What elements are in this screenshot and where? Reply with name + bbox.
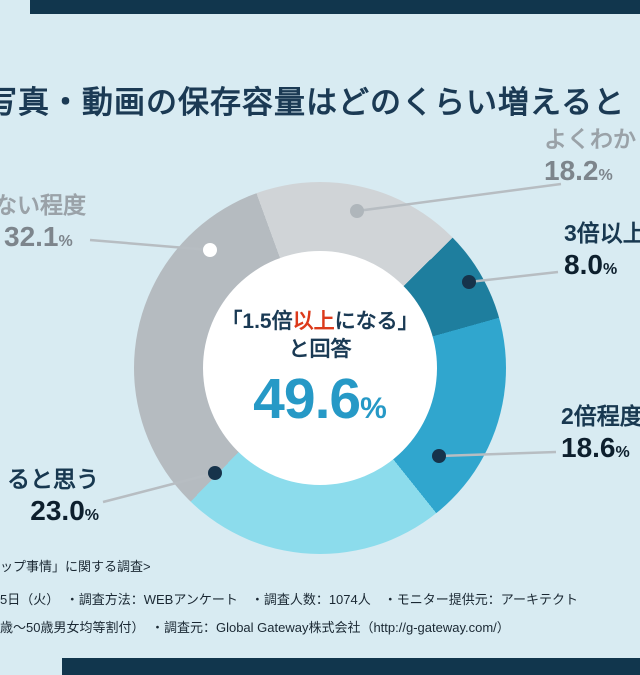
segment-value: 32.1% [4,221,86,253]
segment-value-number: 8.0 [564,249,603,281]
bottom-accent-bar [62,658,640,675]
segment-label-yokuwaka: よくわか 18.2% [544,126,636,188]
donut-chart: 「1.5倍以上になる」 と回答 49.6% [134,182,506,554]
segment-value-unit: % [84,507,99,525]
segment-value-number: 32.1 [4,221,59,253]
segment-value: 8.0% [564,249,640,281]
top-accent-bar [30,0,640,14]
segment-value: 18.2% [544,155,636,187]
center-answer-post: になる」 [334,310,419,334]
donut-center: 「1.5倍以上になる」 と回答 49.6% [203,251,437,485]
center-percentage-unit: % [360,391,387,425]
segment-label-1-5x: ると思う 23.0% [0,466,99,528]
segment-value-unit: % [58,233,73,251]
center-percentage-value: 49.6 [253,366,361,431]
segment-label-text: 3倍以上 [564,220,640,246]
segment-label-nochange: ない程度 32.1% [0,192,86,254]
segment-value-unit: % [602,261,618,279]
center-percentage: 49.6% [253,370,387,428]
page-title: 写真・動画の保存容量はどのくらい増えると [0,84,626,120]
center-answer-line1: 「1.5倍以上になる」 [221,308,418,335]
segment-value-unit: % [598,167,613,185]
segment-label-text: よくわか [544,126,636,152]
segment-label-3x: 3倍以上 8.0% [564,220,640,282]
survey-footnote-line: 歳～50歳男女均等割付） ・調査元：Global Gateway株式会社（htt… [0,620,510,635]
segment-value-number: 18.2 [544,155,599,187]
segment-value: 18.6% [561,432,640,464]
center-answer-pre: 「1.5倍 [221,310,293,334]
segment-value: 23.0% [0,495,99,527]
center-answer-highlight: 以上 [292,310,335,334]
survey-footnote-line: 5日（火） ・調査方法：WEBアンケート ・調査人数：1074人 ・モニター提供… [0,592,578,607]
segment-value-number: 18.6 [561,432,616,464]
segment-label-text: ない程度 [0,192,86,218]
survey-footnote-line: ップ事情」に関する調査> [0,559,151,574]
segment-label-2x: 2倍程度 18.6% [561,403,640,465]
segment-label-text: 2倍程度 [561,403,640,429]
segment-value-number: 23.0 [30,495,85,527]
center-answer-line2: と回答 [288,337,352,361]
segment-value-unit: % [615,444,630,462]
segment-label-text: ると思う [7,466,99,492]
